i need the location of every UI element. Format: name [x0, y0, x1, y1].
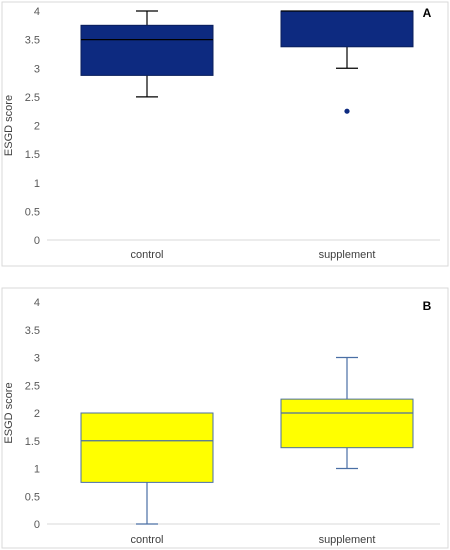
y-tick-label: 2	[34, 121, 40, 133]
box-plot-supplement	[280, 356, 414, 470]
y-tick-label: 2.5	[25, 92, 40, 104]
iqr-box	[80, 412, 214, 483]
y-tick-label: 2	[34, 408, 40, 420]
y-tick-label: 1	[34, 178, 40, 190]
y-tick-label: 3.5	[25, 325, 40, 337]
y-tick-label: 4	[34, 6, 40, 18]
y-tick-label: 3	[34, 353, 40, 365]
y-tick-label: 1	[34, 464, 40, 476]
outlier-point	[344, 108, 350, 114]
panel-b-frame	[1, 287, 449, 549]
box-plot-control	[80, 412, 214, 525]
box-plot-control	[80, 10, 214, 98]
box-plot-supplement	[280, 10, 414, 114]
panel-label: B	[423, 299, 432, 313]
y-tick-label: 3.5	[25, 35, 40, 47]
y-tick-label: 0.5	[25, 206, 40, 218]
y-tick-label: 1.5	[25, 436, 40, 448]
x-category-label: control	[130, 249, 163, 261]
iqr-box	[280, 398, 414, 449]
y-tick-label: 4	[34, 297, 40, 309]
y-tick-label: 0	[34, 235, 40, 247]
y-tick-label: 0.5	[25, 491, 40, 503]
y-tick-label: 1.5	[25, 149, 40, 161]
panel-a-frame	[1, 1, 449, 267]
y-tick-label: 3	[34, 63, 40, 75]
y-axis-label: ESGD score	[3, 382, 15, 443]
y-axis-label: ESGD score	[3, 95, 15, 156]
x-category-label: supplement	[319, 534, 376, 546]
iqr-box	[280, 10, 414, 48]
y-tick-label: 0	[34, 519, 40, 531]
iqr-box	[80, 24, 214, 76]
y-tick-label: 2.5	[25, 380, 40, 392]
x-category-label: control	[130, 534, 163, 546]
x-category-label: supplement	[319, 249, 376, 261]
panel-label: A	[423, 6, 432, 20]
